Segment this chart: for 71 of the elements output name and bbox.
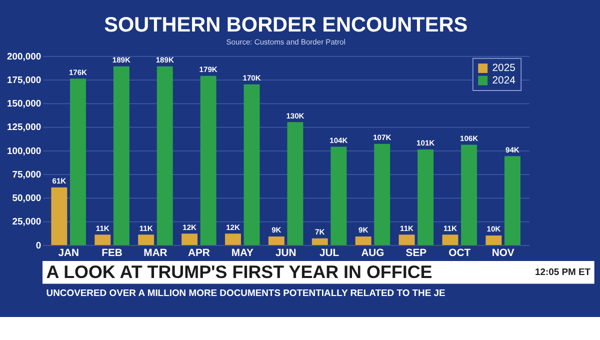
text: UNCOVERED OVER A MILLION MORE DOCUMENTS POTENTIALLY RELATED TO THE JE xyxy=(46,288,446,299)
data-label: 101K xyxy=(416,138,436,148)
data-label: 189K xyxy=(156,56,174,65)
x-tick-label: OCT xyxy=(448,248,472,259)
data-label: 106K xyxy=(460,134,479,144)
x-tick-label: SEP xyxy=(406,248,427,259)
data-label: 11K xyxy=(139,224,154,233)
x-tick-label: MAY xyxy=(231,248,254,259)
data-label: 104K xyxy=(330,136,348,145)
bar xyxy=(244,84,260,245)
bar xyxy=(182,234,198,245)
x-tick-label: APR xyxy=(188,248,210,259)
data-label: 7K xyxy=(315,228,326,237)
data-label: 179K xyxy=(199,65,218,74)
bar xyxy=(287,122,304,245)
legend-label: 2025 xyxy=(492,63,516,74)
x-tick-label: AUG xyxy=(361,248,384,259)
bar xyxy=(486,236,502,245)
data-label: 130K xyxy=(286,111,305,120)
bar xyxy=(156,66,173,245)
data-label: 12K xyxy=(182,222,197,232)
chart-title: SOUTHERN BORDER ENCOUNTERS xyxy=(104,13,468,36)
data-label: 9K xyxy=(358,226,369,235)
data-label: 107K xyxy=(373,133,392,142)
data-label: 189K xyxy=(112,56,131,65)
y-tick-label: 175,000 xyxy=(6,74,42,86)
data-label: 12K xyxy=(226,222,240,232)
bar xyxy=(355,236,372,245)
bar xyxy=(374,144,390,245)
data-label: 9K xyxy=(272,226,282,235)
x-tick-label: NOV xyxy=(492,248,514,259)
legend-label: 2024 xyxy=(492,75,516,86)
x-tick-label: FEB xyxy=(102,248,123,259)
y-tick-label: 150,000 xyxy=(6,98,42,110)
bar xyxy=(461,144,477,245)
x-tick-label: JUN xyxy=(275,248,296,259)
text: A LOOK AT TRUMP'S FIRST YEAR IN OFFICE xyxy=(46,262,432,282)
source-note: Source: Customs and Border Patrol xyxy=(226,38,346,47)
x-tick-label: MAR xyxy=(144,248,168,259)
bar xyxy=(330,146,347,245)
y-tick-label: 75,000 xyxy=(12,169,42,180)
y-tick-label: 200,000 xyxy=(6,51,42,62)
bar xyxy=(113,66,130,245)
bar xyxy=(94,234,111,245)
bar xyxy=(312,238,328,245)
x-tick-label: JUL xyxy=(319,248,340,259)
data-label: 11K xyxy=(400,224,414,233)
data-label: 61K xyxy=(52,176,67,186)
bar xyxy=(398,234,415,245)
bar xyxy=(268,236,284,245)
data-label: 176K xyxy=(68,68,88,77)
bar xyxy=(225,234,241,245)
data-label: 94K xyxy=(506,145,520,154)
y-tick-label: 100,000 xyxy=(6,146,42,157)
data-label: 11K xyxy=(444,224,458,233)
y-tick-label: 50,000 xyxy=(12,193,42,204)
bar xyxy=(51,187,68,245)
bar xyxy=(418,150,434,245)
y-tick-label: 125,000 xyxy=(6,122,42,134)
bar xyxy=(200,76,216,245)
y-tick-label: 25,000 xyxy=(12,216,42,228)
bar xyxy=(70,78,86,245)
x-tick-label: JAN xyxy=(58,248,79,259)
y-tick-label: 0 xyxy=(36,240,42,252)
data-label: 170K xyxy=(242,74,262,83)
text: 12:05 PM ET xyxy=(534,267,591,278)
bar xyxy=(442,234,458,245)
data-label: 10K xyxy=(486,224,502,234)
data-label: 11K xyxy=(96,224,110,233)
bar xyxy=(504,156,520,245)
bar xyxy=(138,234,154,245)
